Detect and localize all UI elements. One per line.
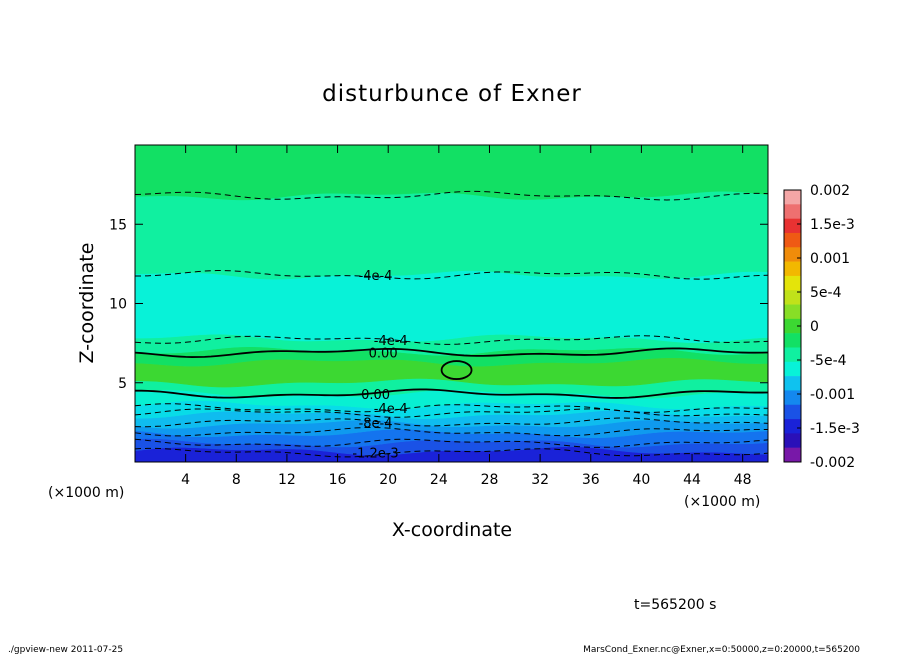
colorbar-segment: [784, 275, 801, 291]
contour-line: [134, 438, 769, 448]
field-band: [134, 144, 769, 201]
contour-line: [134, 408, 769, 418]
colorbar-segment: [784, 404, 801, 420]
colorbar-segment: [784, 347, 801, 363]
contour-line: [134, 417, 769, 428]
x-tick-label: 24: [430, 472, 448, 488]
colorbar-segment: [784, 390, 801, 406]
x-tick-label: 40: [632, 472, 650, 488]
x-tick-label: 44: [683, 472, 701, 488]
colorbar-segment: [784, 247, 801, 262]
colorbar-segment: [784, 232, 801, 248]
colorbar-label: -0.002: [810, 455, 855, 471]
colorbar-label: -5e-4: [810, 353, 847, 369]
x-tick-label: 12: [278, 472, 296, 488]
contour-label: 0.00: [369, 347, 398, 362]
x-axis-label: X-coordinate: [392, 519, 512, 541]
contour-line: [134, 388, 769, 399]
y-tick-label: 5: [118, 376, 127, 392]
y-tick-label: 15: [109, 217, 127, 233]
contour-label: -4e-4: [374, 402, 408, 417]
x-tick-label: 4: [181, 472, 190, 488]
colorbar-segment: [784, 447, 801, 463]
colorbar-segment: [784, 218, 801, 234]
contour-label: -4e-4: [374, 334, 408, 349]
x-unit-right: (×1000 m): [684, 494, 760, 510]
colorbar-segment: [784, 361, 801, 377]
colorbar-label: 0.002: [810, 183, 850, 199]
x-axis: 4 8 12 16 20 24 28 32 36 40 44 48: [181, 145, 752, 488]
colorbar-segment: [784, 333, 801, 348]
chart-title: disturbunce of Exner: [322, 81, 582, 107]
x-tick-label: 16: [329, 472, 347, 488]
colorbar-segment: [784, 190, 801, 205]
field-band: [134, 191, 769, 280]
colorbar-segment: [784, 290, 801, 305]
x-tick-label: 36: [582, 472, 600, 488]
contour-label: -1.2e-3: [352, 446, 398, 461]
y-tick-label: 10: [109, 297, 127, 313]
x-tick-label: 20: [379, 472, 397, 488]
x-unit-left: (×1000 m): [48, 485, 124, 501]
colorbar-label: 0: [810, 319, 819, 335]
x-tick-label: 8: [232, 472, 241, 488]
field-band: [134, 270, 769, 344]
contour-line: [134, 426, 769, 437]
x-tick-label: 28: [481, 472, 499, 488]
colorbar-segment: [784, 433, 801, 448]
contour-line: [134, 447, 769, 458]
colorbar-segment: [784, 304, 801, 320]
colorbar-segment: [784, 318, 801, 334]
colorbar-label: -0.001: [810, 387, 855, 403]
colorbar-segment: [784, 204, 801, 219]
closed-contour: [440, 360, 473, 380]
contour-line: [134, 270, 769, 280]
footer-right: MarsCond_Exner.nc@Exner,x=0:50000,z=0:20…: [583, 645, 860, 654]
colorbar-label: 5e-4: [810, 285, 842, 301]
contour-line: [134, 335, 769, 345]
footer-left: ./gpview-new 2011-07-25: [8, 645, 123, 654]
plot-area: -1.2e-3-8e-4-4e-40.000.00-4e-4-4e-4: [134, 144, 769, 463]
contour-label: -8e-4: [359, 416, 393, 431]
colorbar: 0.002 1.5e-3 0.001 5e-4 0 -5e-4 -0.001 -1.5e-3 -…: [783, 183, 860, 471]
contour-line: [134, 403, 769, 413]
colorbar-segment: [784, 261, 801, 277]
y-axis-label: Z-coordinate: [76, 243, 98, 364]
contour-line: [134, 347, 769, 358]
x-tick-label: 32: [531, 472, 549, 488]
colorbar-label: -1.5e-3: [810, 421, 860, 437]
contour-line: [134, 190, 769, 201]
contour-label: 0.00: [361, 388, 390, 403]
colorbar-label: 0.001: [810, 251, 850, 267]
colorbar-segment: [784, 376, 801, 391]
contour-label: -4e-4: [359, 269, 393, 284]
time-annotation: t=565200 s: [634, 597, 716, 613]
x-tick-label: 48: [734, 472, 752, 488]
colorbar-segment: [784, 419, 801, 434]
y-axis: 5 10 15: [109, 217, 768, 392]
colorbar-label: 1.5e-3: [810, 217, 855, 233]
